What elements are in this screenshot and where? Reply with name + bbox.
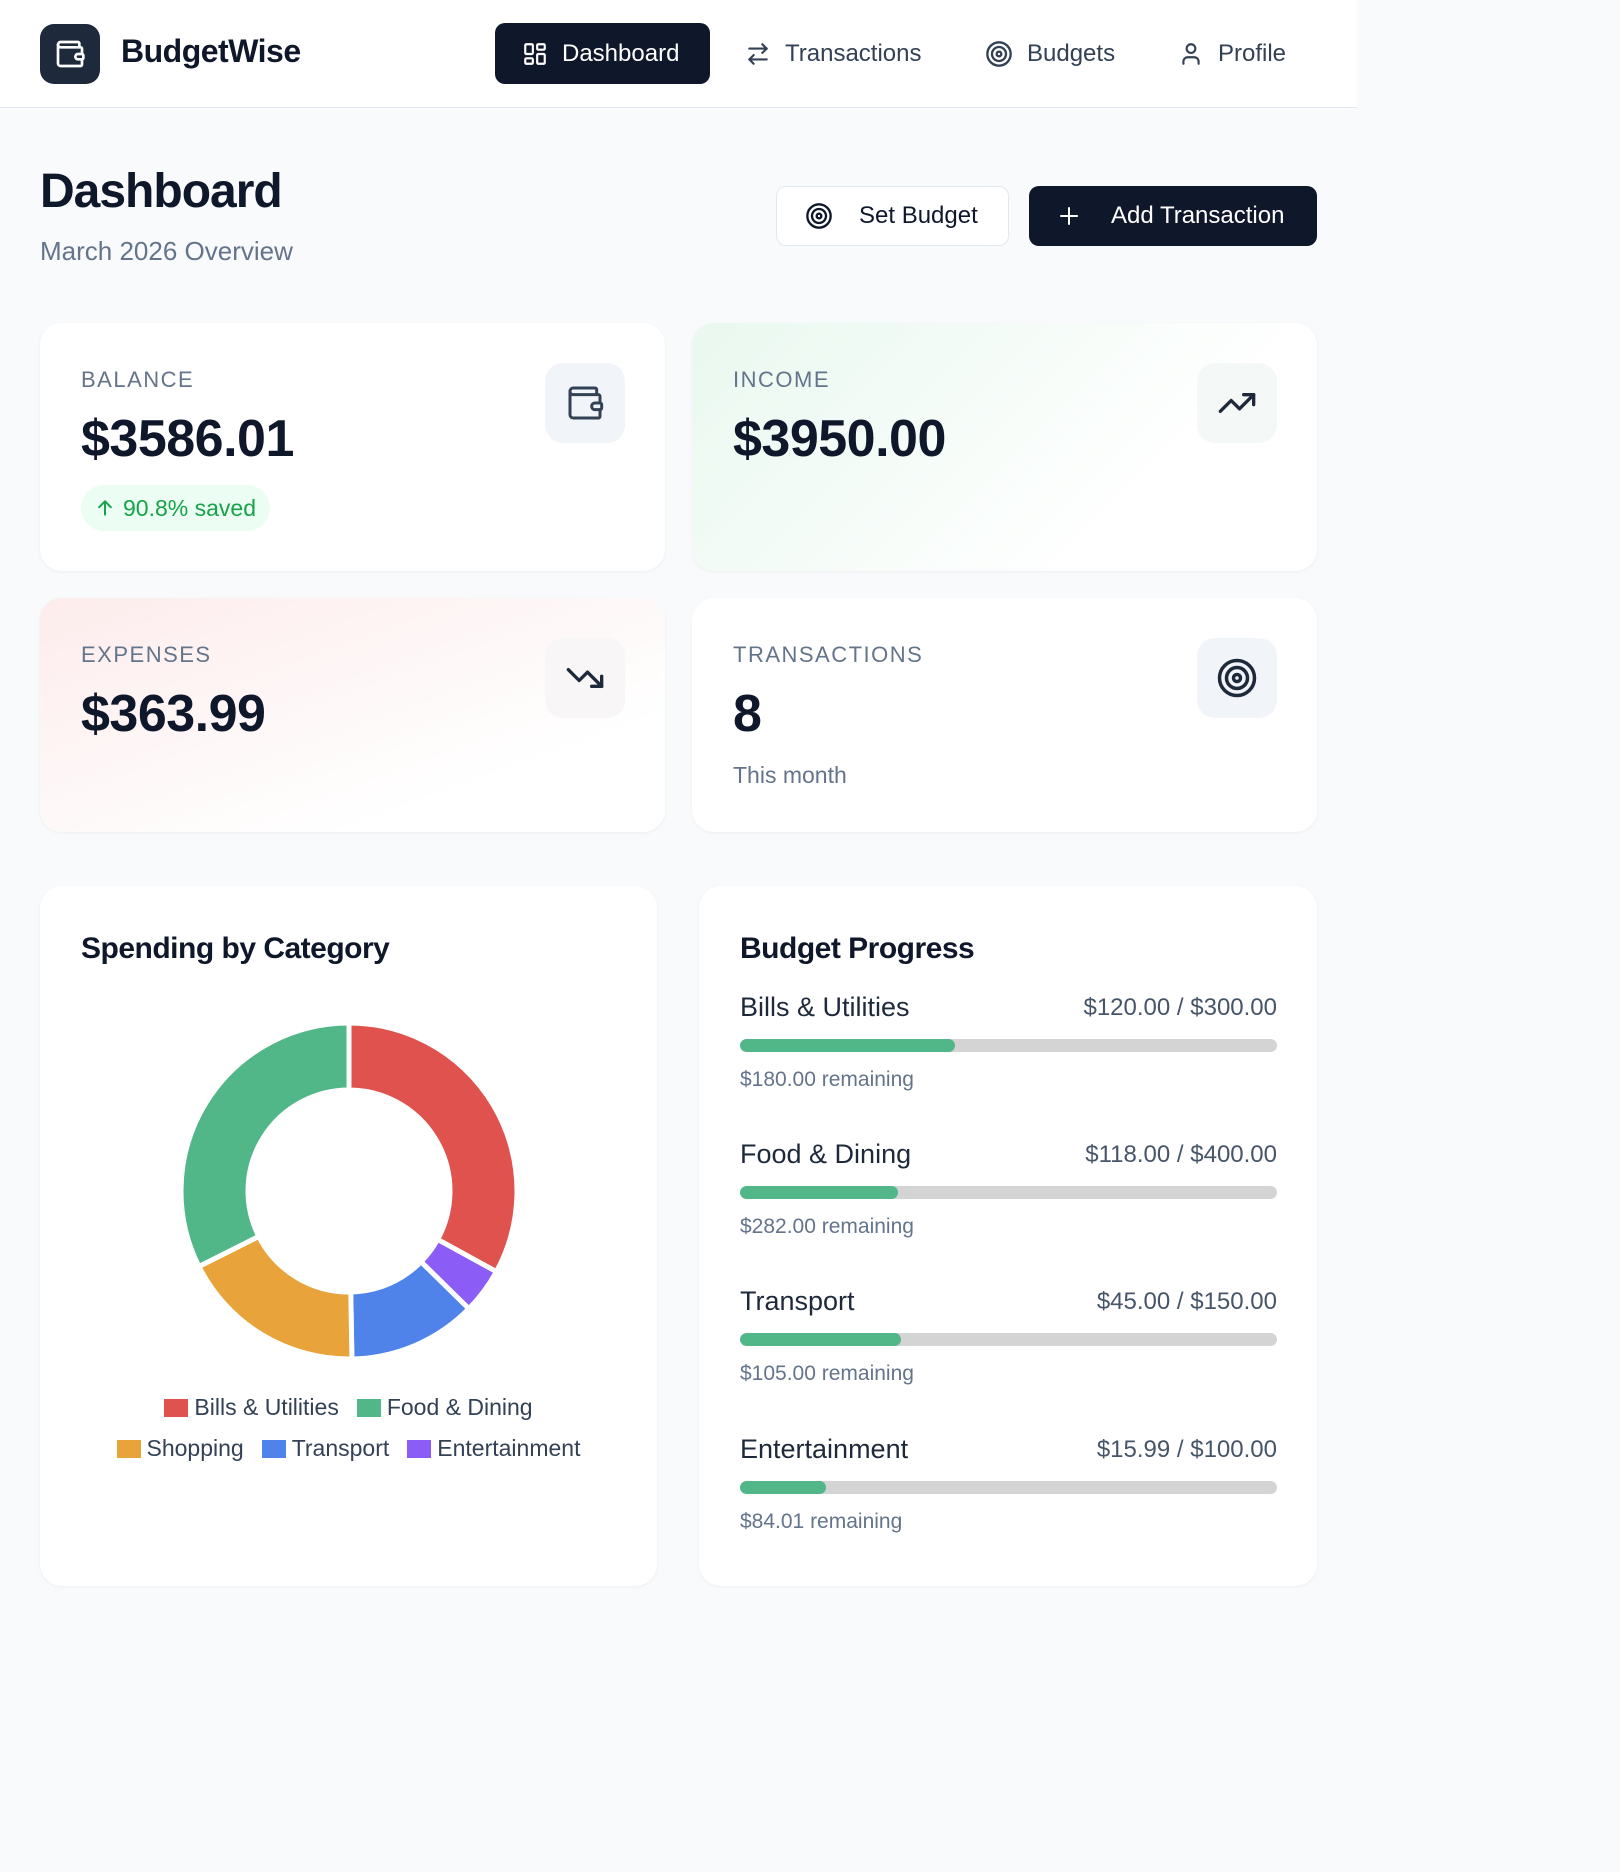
budget-name: Bills & Utilities	[740, 992, 910, 1022]
legend-item: Bills & Utilities	[164, 1394, 339, 1421]
legend-label: Food & Dining	[386, 1394, 533, 1420]
budget-name: Entertainment	[740, 1434, 909, 1464]
nav-budgets[interactable]: Budgets	[958, 23, 1142, 84]
nav-label: Transactions	[785, 39, 922, 67]
stat-label: EXPENSES	[81, 642, 212, 667]
legend-label: Bills & Utilities	[194, 1394, 339, 1420]
wallet-icon	[56, 40, 85, 68]
legend-label: Shopping	[146, 1435, 244, 1461]
budget-amount: $45.00 / $150.00	[1096, 1288, 1277, 1315]
progress-bar	[740, 1333, 1277, 1346]
progress-fill	[740, 1186, 899, 1199]
nav-label: Profile	[1218, 39, 1287, 67]
legend-swatch	[407, 1439, 432, 1458]
wallet-icon	[568, 386, 604, 420]
progress-fill	[740, 1333, 902, 1346]
budget-progress-panel: Budget Progress Bills & Utilities $120.0…	[699, 886, 1317, 1586]
budget-remaining: $180.00 remaining	[740, 1068, 914, 1091]
trending-down-icon	[566, 668, 604, 688]
legend-swatch	[116, 1439, 141, 1458]
legend-label: Transport	[291, 1435, 390, 1461]
progress-bar	[740, 1481, 1277, 1494]
target-icon	[806, 203, 832, 229]
budget-remaining: $282.00 remaining	[740, 1215, 914, 1238]
stat-value: 8	[733, 685, 762, 743]
stat-label: BALANCE	[81, 367, 195, 392]
badge-text: 90.8% saved	[123, 494, 256, 521]
target-icon	[986, 40, 1012, 67]
legend-label: Entertainment	[437, 1435, 581, 1461]
nav-dashboard[interactable]: Dashboard	[495, 23, 710, 84]
stat-icon-box	[1197, 363, 1277, 443]
legend-swatch	[164, 1398, 189, 1417]
stat-icon-box	[1197, 638, 1277, 718]
stat-value: $3950.00	[733, 410, 946, 468]
donut-slice-bills-utilities[interactable]	[346, 1020, 520, 1275]
page-subtitle: March 2026 Overview	[40, 236, 293, 266]
legend-item: Entertainment	[407, 1435, 580, 1462]
expenses-card: EXPENSES $363.99	[40, 598, 665, 832]
nav-label: Dashboard	[562, 39, 680, 67]
stat-icon-box	[545, 363, 625, 443]
arrows-swap-icon	[748, 42, 768, 65]
set-budget-button[interactable]: Set Budget	[776, 186, 1009, 246]
spending-donut-chart	[178, 1020, 520, 1362]
transactions-card: TRANSACTIONS 8 This month	[692, 598, 1317, 832]
budget-name: Food & Dining	[740, 1139, 912, 1169]
legend-swatch	[261, 1439, 286, 1458]
legend-item: Transport	[261, 1435, 390, 1462]
budget-amount: $120.00 / $300.00	[1083, 994, 1277, 1021]
budget-amount: $15.99 / $100.00	[1096, 1436, 1277, 1463]
budget-name: Transport	[740, 1286, 855, 1316]
stat-value: $363.99	[81, 685, 266, 743]
user-icon	[1182, 42, 1200, 65]
progress-fill	[740, 1481, 826, 1494]
spending-panel: Spending by Category Bills & Utilities F…	[40, 886, 657, 1586]
progress-bar	[740, 1039, 1277, 1052]
page-title: Dashboard	[40, 165, 283, 218]
button-label: Add Transaction	[1111, 202, 1285, 229]
panel-title: Budget Progress	[740, 932, 975, 965]
legend-item: Food & Dining	[356, 1394, 533, 1421]
trending-up-icon	[1218, 393, 1256, 413]
button-label: Set Budget	[859, 202, 978, 229]
budget-amount: $118.00 / $400.00	[1085, 1141, 1277, 1168]
legend-swatch	[356, 1398, 381, 1417]
panel-title: Spending by Category	[81, 932, 390, 965]
add-transaction-button[interactable]: Add Transaction	[1029, 186, 1317, 246]
stat-label: INCOME	[733, 367, 830, 392]
arrow-up-icon	[98, 500, 112, 516]
chart-legend-row-1: Bills & Utilities Food & Dining	[40, 1394, 657, 1421]
grid-icon	[524, 42, 546, 65]
budget-remaining: $105.00 remaining	[740, 1362, 914, 1385]
nav-profile[interactable]: Profile	[1151, 23, 1313, 84]
stat-value: $3586.01	[81, 410, 294, 468]
stat-icon-box	[545, 638, 625, 718]
legend-item: Shopping	[116, 1435, 244, 1462]
donut-slice-food-dining[interactable]	[178, 1020, 352, 1270]
chart-legend-row-2: Shopping Transport Entertainment	[40, 1435, 657, 1462]
balance-card: BALANCE $3586.01 90.8% saved	[40, 323, 665, 571]
budget-remaining: $84.01 remaining	[740, 1510, 903, 1533]
nav-transactions[interactable]: Transactions	[718, 23, 949, 84]
top-navbar: BudgetWise Dashboard Transactions Budget…	[0, 0, 1357, 108]
stat-label: TRANSACTIONS	[733, 642, 924, 667]
app-logo[interactable]	[40, 24, 100, 84]
target-icon	[1217, 658, 1257, 698]
progress-bar	[740, 1186, 1277, 1199]
savings-badge: 90.8% saved	[81, 485, 270, 531]
stat-note: This month	[733, 762, 847, 788]
plus-icon	[1060, 207, 1078, 225]
app-name: BudgetWise	[121, 33, 301, 69]
nav-label: Budgets	[1027, 39, 1116, 67]
income-card: INCOME $3950.00	[692, 323, 1317, 571]
progress-fill	[740, 1039, 955, 1052]
